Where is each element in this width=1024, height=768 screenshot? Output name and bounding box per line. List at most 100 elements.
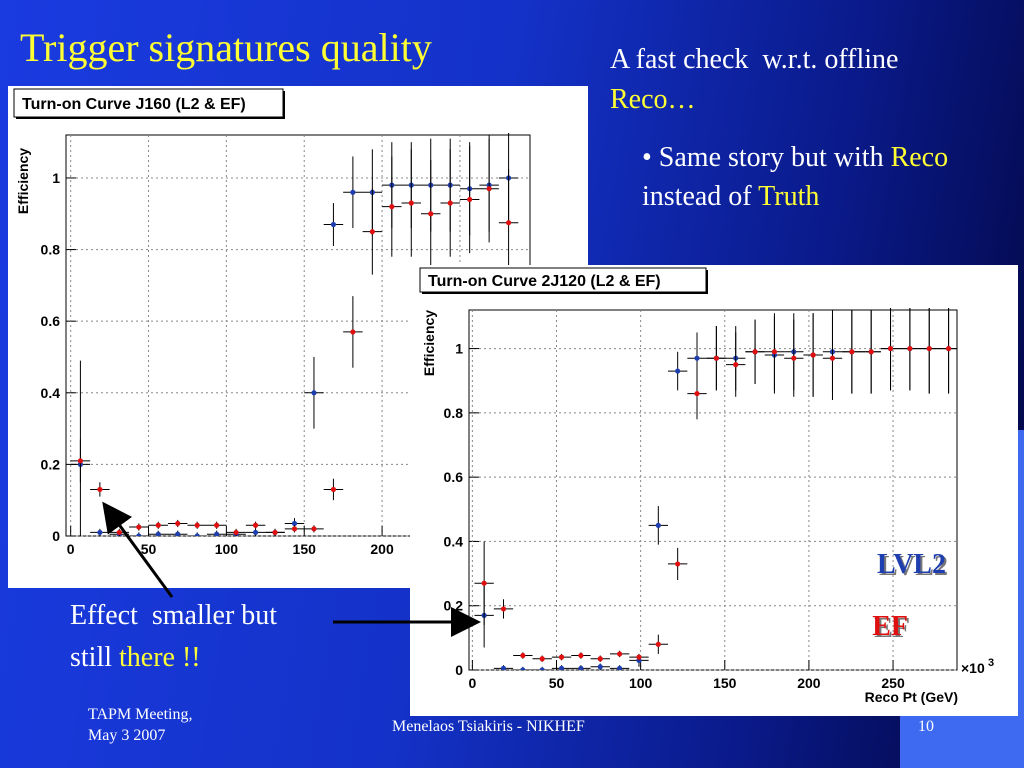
marker [539, 656, 545, 662]
y-tick-label: 0.2 [444, 598, 464, 614]
y-tick-label: 0 [52, 528, 60, 544]
marker [713, 355, 719, 361]
marker [291, 526, 298, 532]
y-tick-label: 0 [455, 662, 463, 678]
marker [369, 229, 375, 235]
marker [597, 656, 603, 662]
footer-page: 10 [918, 718, 934, 735]
marker [617, 651, 623, 657]
marker [694, 390, 700, 397]
marker [539, 667, 545, 670]
y-axis-label: Efficiency [421, 310, 437, 376]
marker [520, 652, 526, 659]
marker [771, 349, 778, 355]
legend-label: LVL2 [877, 549, 946, 580]
marker [97, 486, 103, 493]
marker [233, 529, 239, 536]
y-tick-label: 0.8 [41, 242, 61, 258]
marker [558, 665, 565, 670]
marker [447, 200, 453, 206]
marker [350, 329, 356, 335]
marker [350, 189, 356, 195]
marker [558, 654, 565, 660]
marker [810, 352, 816, 358]
x-tick-label: 150 [713, 675, 737, 691]
x-tick-label: 150 [293, 541, 317, 557]
marker [214, 531, 220, 536]
marker [330, 486, 337, 493]
marker [155, 522, 161, 528]
x-tick-label: 200 [797, 675, 821, 691]
x-multiplier-exponent: 3 [988, 657, 994, 669]
callout-text: still [70, 642, 120, 673]
y-axis-label: Efficiency [15, 148, 31, 214]
marker [636, 654, 642, 660]
marker [675, 561, 681, 567]
chart-title: Turn-on Curve 2J120 (L2 & EF) [428, 273, 661, 290]
marker [77, 458, 84, 464]
marker [849, 349, 855, 355]
x-axis-label: Reco Pt (GeV) [865, 689, 958, 705]
marker [791, 355, 797, 361]
marker [887, 345, 894, 352]
marker [733, 362, 739, 368]
callout-line: Effect smaller but [70, 600, 278, 631]
chart: 0 0.2 0.4 0.6 0.8 1 0 50 100 150 200 250 Turn-on Cur… [419, 267, 994, 705]
plot-area [468, 309, 958, 671]
y-tick-label: 0.6 [41, 313, 61, 329]
marker [907, 345, 913, 352]
footer-meeting: TAPM Meeting, [88, 706, 193, 723]
x-tick-label: 250 [881, 675, 905, 691]
marker [252, 529, 259, 536]
marker [500, 606, 507, 612]
marker [311, 526, 317, 532]
marker [214, 522, 220, 528]
x-tick-label: 200 [370, 541, 394, 557]
x-tick-label: 100 [629, 675, 653, 691]
marker [829, 355, 836, 361]
marker [291, 520, 298, 527]
marker [655, 641, 661, 647]
marker [486, 186, 492, 192]
marker [408, 200, 414, 206]
callout-highlight: there !! [119, 642, 201, 673]
marker [752, 349, 758, 355]
legend-label: EF [872, 611, 908, 642]
bullet-line: instead of Truth [642, 181, 819, 213]
marker [330, 221, 337, 228]
marker [97, 529, 103, 536]
callout-line: still there !! [70, 642, 201, 674]
marker [675, 368, 681, 374]
marker [194, 533, 200, 536]
marker [116, 529, 122, 536]
marker [597, 664, 603, 670]
marker [136, 524, 142, 530]
marker [868, 349, 874, 355]
marker [578, 665, 584, 670]
x-tick-label: 0 [67, 541, 75, 557]
bullet-text: instead of [642, 181, 759, 212]
x-multiplier: ×10 [961, 660, 985, 676]
marker [694, 355, 700, 361]
marker [945, 345, 952, 352]
slide-title: Trigger signatures quality [20, 25, 432, 70]
bullet-highlight: Truth [758, 181, 820, 212]
marker [389, 204, 395, 210]
marker [136, 533, 142, 536]
marker [578, 652, 584, 659]
y-tick-label: 0.8 [444, 405, 464, 421]
intro-line: A fast check w.r.t. offline [610, 44, 899, 75]
y-tick-label: 0.6 [444, 469, 464, 485]
title-box [13, 88, 284, 118]
legend-shadow: EF [874, 613, 910, 644]
marker [481, 580, 487, 586]
bullet-highlight: Reco [890, 142, 949, 173]
y-tick-label: 0.4 [444, 533, 464, 549]
chart-title: Turn-on Curve J160 (L2 & EF) [22, 96, 246, 113]
legend-shadow: LVL2 [879, 551, 948, 582]
marker [926, 345, 932, 352]
marker [311, 390, 317, 396]
x-tick-label: 50 [549, 675, 565, 691]
title-box [419, 267, 707, 293]
